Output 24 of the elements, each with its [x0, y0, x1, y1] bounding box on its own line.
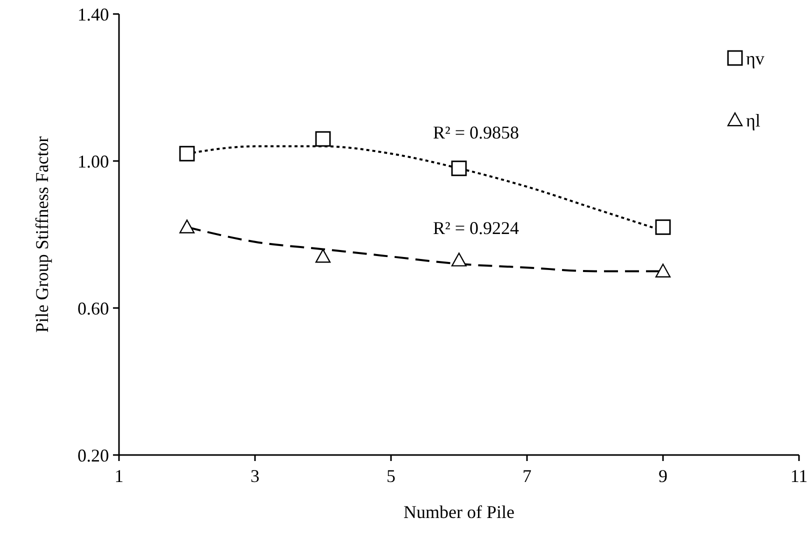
annotation: R² = 0.9224 — [432, 218, 520, 238]
point — [315, 248, 331, 263]
x-tick-label: 11 — [790, 466, 808, 486]
y-tick-label: 0.60 — [78, 298, 109, 318]
point — [655, 264, 671, 278]
legend-label: ηv — [746, 48, 764, 68]
y-tick-label: 1.00 — [78, 151, 109, 172]
x-tick-label: 5 — [386, 466, 396, 486]
y-axis-title: Pile Group Stiffness Factor — [32, 136, 52, 333]
point — [179, 146, 195, 162]
point — [451, 252, 467, 266]
point — [655, 219, 671, 235]
x-tick-label: 7 — [522, 466, 532, 486]
y-tick-label: 1.40 — [78, 4, 109, 24]
point — [179, 220, 195, 234]
x-tick-label: 1 — [114, 466, 124, 486]
x-tick-label: 3 — [250, 466, 260, 486]
annotation: R² = 0.9858 — [432, 122, 520, 142]
point — [315, 131, 331, 147]
y-tick-label: 0.20 — [78, 445, 109, 466]
x-tick-label: 9 — [658, 466, 668, 486]
legend-label: ηl — [746, 110, 760, 130]
x-axis-title: Number of Pile — [404, 502, 514, 522]
point — [451, 160, 467, 176]
